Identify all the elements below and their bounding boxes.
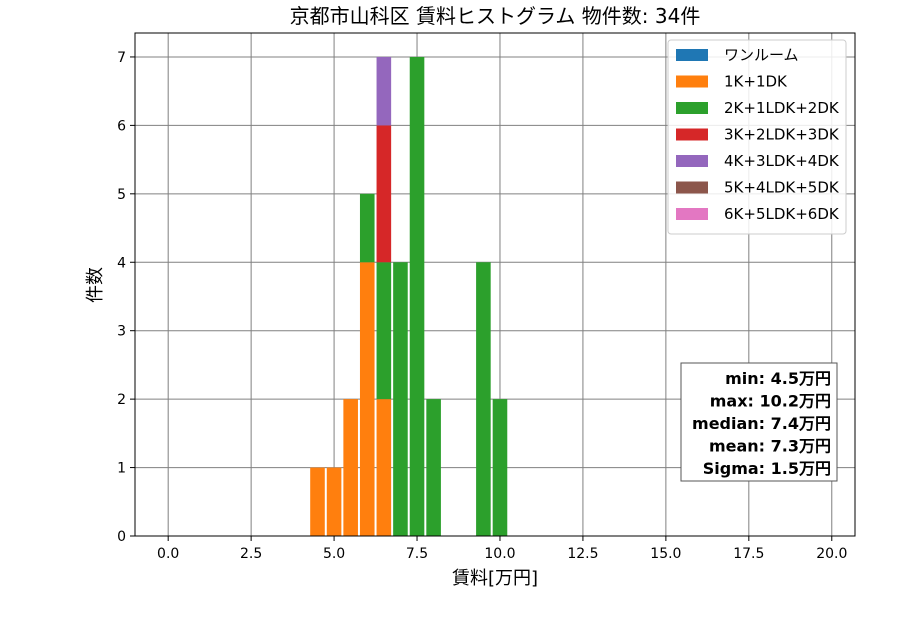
legend-swatch — [676, 208, 708, 220]
y-tick-label: 7 — [117, 50, 126, 66]
histogram-bar — [310, 467, 325, 536]
histogram-bar — [426, 399, 441, 536]
stats-line: Sigma: 1.5万円 — [703, 459, 831, 478]
histogram-bar — [376, 399, 392, 536]
y-tick-label: 6 — [117, 118, 126, 134]
chart-title: 京都市山科区 賃料ヒストグラム 物件数: 34件 — [290, 4, 701, 28]
legend-label: 5K+4LDK+5DK — [724, 179, 840, 197]
stats-frame — [680, 362, 838, 482]
legend-box — [667, 39, 847, 235]
legend: ワンルーム 1K+1DK 2K+1LDK+2DK 3K+2LDK+3DK 4K+3LDK… — [667, 39, 847, 235]
stats-line: median: 7.4万円 — [692, 414, 831, 433]
y-axis-ticks: 0 1 2 3 4 5 6 7 — [117, 50, 135, 545]
histogram-bar — [409, 56, 425, 536]
plot-frame — [134, 32, 856, 537]
x-tick-label: 15.0 — [650, 546, 681, 562]
histogram-bar — [393, 262, 408, 536]
histogram-bar — [326, 467, 342, 536]
legend-swatch — [676, 75, 708, 88]
legend-swatch — [676, 155, 708, 167]
legend-label: 1K+1DK — [724, 73, 788, 91]
x-tick-label: 12.5 — [567, 546, 598, 562]
stats-line: min: 4.5万円 — [725, 369, 831, 388]
legend-label: ワンルーム — [724, 46, 799, 64]
histogram-bar — [343, 399, 358, 536]
y-tick-label: 4 — [117, 255, 126, 271]
histogram-bar — [359, 193, 375, 263]
histogram-bar — [476, 262, 491, 536]
y-tick-label: 5 — [117, 187, 126, 203]
legend-swatch — [676, 102, 708, 114]
legend-label: 6K+5LDK+6DK — [724, 205, 840, 223]
legend-label: 4K+3LDK+4DK — [724, 152, 840, 170]
y-tick-label: 2 — [117, 392, 126, 408]
y-tick-label: 3 — [117, 324, 126, 340]
bars-group — [310, 56, 508, 536]
x-tick-label: 17.5 — [733, 546, 764, 562]
histogram-bar — [376, 56, 392, 126]
y-tick-label: 0 — [117, 529, 126, 545]
x-tick-label: 2.5 — [240, 546, 262, 562]
x-axis-ticks: 0.0 2.5 5.0 7.5 10.0 12.5 15.0 17.5 20.0 — [157, 536, 847, 562]
x-tick-label: 5.0 — [323, 546, 345, 562]
stats-box: min: 4.5万円 max: 10.2万円 median: 7.4万円 mean: … — [680, 362, 838, 482]
stats-line: mean: 7.3万円 — [709, 437, 831, 456]
histogram-bar — [376, 125, 392, 263]
stats-line: max: 10.2万円 — [710, 392, 831, 411]
x-tick-label: 20.0 — [816, 546, 847, 562]
legend-swatch — [676, 128, 708, 141]
x-tick-label: 7.5 — [406, 546, 428, 562]
histogram-bar — [492, 399, 508, 536]
legend-swatch — [676, 181, 708, 194]
legend-label: 3K+2LDK+3DK — [724, 126, 840, 144]
x-tick-label: 0.0 — [157, 546, 179, 562]
histogram-bar — [359, 262, 375, 536]
legend-label: 2K+1LDK+2DK — [724, 99, 840, 117]
legend-swatch — [676, 49, 708, 61]
histogram-bar — [376, 262, 392, 400]
x-tick-label: 10.0 — [484, 546, 515, 562]
x-axis-label: 賃料[万円] — [452, 568, 538, 589]
y-tick-label: 1 — [117, 461, 126, 477]
y-axis-label: 件数 — [85, 267, 106, 303]
